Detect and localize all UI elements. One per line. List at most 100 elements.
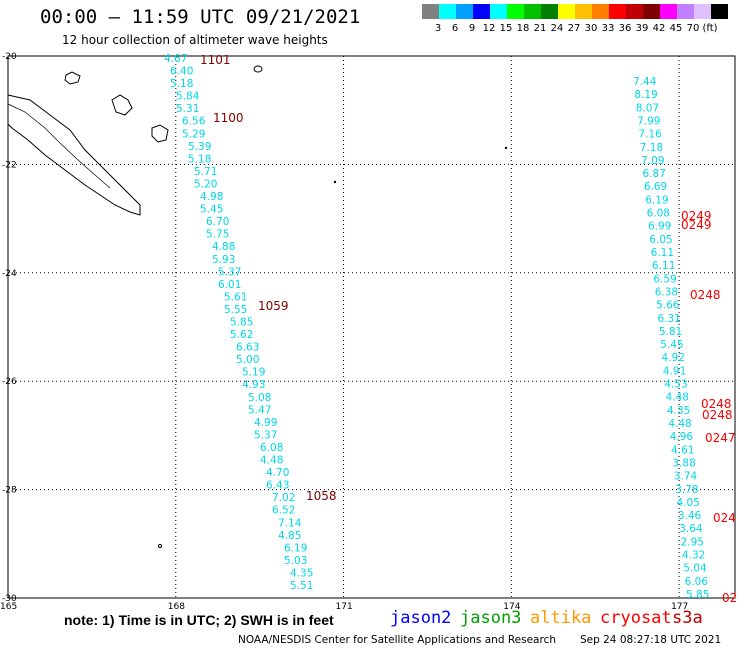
wave-height-label: 6.63 [236,342,259,354]
lat-tick-label: -26 [2,377,17,387]
wave-height-label: 6.08 [647,208,670,220]
wave-height-label: 5.93 [212,254,235,266]
page-title: 00:00 – 11:59 UTC 09/21/2021 [40,6,361,28]
wave-height-label: 6.19 [645,194,668,206]
wave-height-label: 4.85 [278,530,301,542]
lat-tick-label: -30 [2,594,17,604]
time-label: 0248 [702,408,733,422]
lon-tick-label: 174 [503,602,520,612]
wave-height-label: 7.02 [272,492,295,504]
wave-height-label: 4.35 [667,405,690,417]
wave-height-label: 5.03 [284,555,307,567]
island-outline [111,94,133,116]
scale-swatch [422,4,439,19]
wave-height-label: 7.18 [640,142,663,154]
wave-height-label: 6.56 [182,116,206,128]
time-label: 0247 [705,431,736,445]
time-label: 024 [713,511,736,525]
time-label: 1101 [200,53,231,67]
wave-height-label: 5.08 [248,392,271,404]
scale-swatch [711,4,728,19]
scale-swatch [609,4,626,19]
coastline [7,94,141,216]
wave-height-label: 6.11 [652,260,675,272]
wave-height-label: 6.31 [657,313,680,325]
time-label: 0248 [690,288,721,302]
wave-height-label: 5.47 [248,404,271,416]
scale-label: 70 [686,23,700,34]
island-outline [253,65,263,73]
wave-height-label: 3.88 [672,457,695,469]
footer-note: note: 1) Time is in UTC; 2) SWH is in fe… [64,612,334,628]
mission-name: jason2 [390,608,452,628]
wave-height-label: 7.14 [278,517,302,529]
wave-height-label: 5.55 [224,304,247,316]
mission-name: jason3 [460,608,522,628]
wave-height-label: 4.35 [290,567,313,579]
wave-height-label: 2.95 [681,536,704,548]
wave-height-label: 6.38 [655,286,678,298]
wave-height-label: 6.05 [649,234,672,246]
page-subtitle: 12 hour collection of altimeter wave hei… [62,33,328,47]
wave-height-label: 4.70 [266,467,289,479]
wave-height-label: 5.81 [659,326,682,338]
wave-height-label: 7.16 [638,129,662,141]
wave-height-label: 6.59 [653,273,676,285]
wave-height-label: 6.11 [651,247,674,259]
scale-swatch [456,4,473,19]
island-dot [158,544,162,548]
scale-label: 42 [652,23,666,34]
wave-height-label: 5.39 [188,141,211,153]
wave-height-label: 6.52 [272,505,295,517]
wave-height-label: 5.20 [194,178,217,190]
scale-swatch [660,4,677,19]
wave-height-label: 6.99 [648,221,671,233]
wave-height-label: 3.46 [678,510,702,522]
wave-height-label: 4.53 [664,379,687,391]
wave-height-label: 4.93 [242,379,265,391]
wave-height-label: 5.45 [660,339,683,351]
wave-height-label: 3.64 [679,523,703,535]
wave-height-label: 8.19 [634,89,657,101]
scale-label: 33 [601,23,615,34]
lon-tick-label: 171 [336,602,353,612]
scale-swatch [575,4,592,19]
map-frame [7,55,736,599]
island-outline [64,71,81,85]
scale-swatch [507,4,524,19]
wave-height-label: 6.43 [266,480,289,492]
wave-height-label: 5.75 [206,229,229,241]
wave-height-label: 4.48 [260,455,283,467]
scale-label: 45 [669,23,683,34]
scale-label: 39 [635,23,649,34]
wave-height-label: 5.61 [224,291,247,303]
scale-swatch [541,4,558,19]
lat-tick-label: -20 [2,52,17,62]
wave-height-label: 5.04 [683,563,707,575]
wave-height-label: 7.99 [637,115,660,127]
scale-swatch [643,4,660,19]
scale-label: 9 [468,23,476,34]
scale-label: 15 [499,23,513,34]
scale-label: 18 [516,23,530,34]
credit-text: NOAA/NESDIS Center for Satellite Applica… [238,634,556,646]
wave-height-label: 5.19 [242,367,265,379]
mission-name: cryosat [600,608,672,628]
wave-height-label: 6.01 [218,279,241,291]
wave-height-label: 5.31 [176,103,199,115]
time-label: 0248 [701,397,732,411]
scale-swatch [694,4,711,19]
scale-swatch [677,4,694,19]
scale-label: 21 [533,23,547,34]
wave-height-label: 6.69 [644,181,667,193]
time-label: 1100 [213,111,244,125]
wave-height-label: 7.44 [633,76,657,88]
scale-swatch [490,4,507,19]
scale-label: 6 [451,23,459,34]
mission-name: s3a [672,608,703,628]
wave-height-label: 5.85 [686,589,709,601]
wave-height-label: 5.29 [182,128,205,140]
wave-height-label: 5.18 [170,78,193,90]
scale-swatch [439,4,456,19]
